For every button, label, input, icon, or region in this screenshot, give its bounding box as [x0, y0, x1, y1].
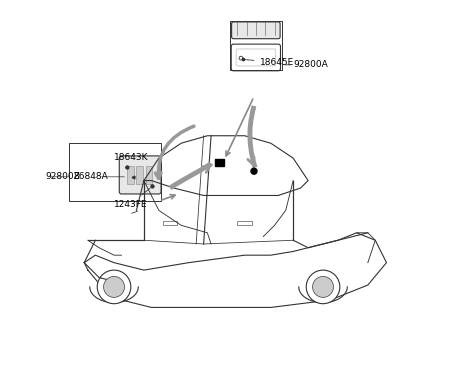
Text: 92800Z: 92800Z: [45, 172, 79, 181]
Circle shape: [250, 168, 257, 174]
Circle shape: [97, 270, 130, 304]
Text: 18643K: 18643K: [114, 153, 148, 167]
FancyArrowPatch shape: [131, 211, 137, 213]
Bar: [145, 165, 152, 184]
Text: 1243FE: 1243FE: [114, 188, 150, 209]
Bar: [136, 165, 143, 184]
Bar: [229, 21, 281, 70]
Bar: [237, 221, 252, 225]
FancyBboxPatch shape: [231, 44, 280, 71]
Circle shape: [312, 276, 333, 297]
Bar: [127, 165, 133, 184]
Circle shape: [103, 276, 124, 297]
Text: 86848A: 86848A: [73, 172, 107, 181]
Circle shape: [306, 270, 339, 304]
FancyBboxPatch shape: [231, 22, 280, 39]
Bar: [162, 221, 177, 225]
Bar: [69, 143, 161, 201]
Text: 18645E: 18645E: [245, 58, 293, 67]
Text: 92800A: 92800A: [293, 60, 327, 69]
Bar: [214, 159, 224, 165]
FancyBboxPatch shape: [119, 156, 161, 194]
